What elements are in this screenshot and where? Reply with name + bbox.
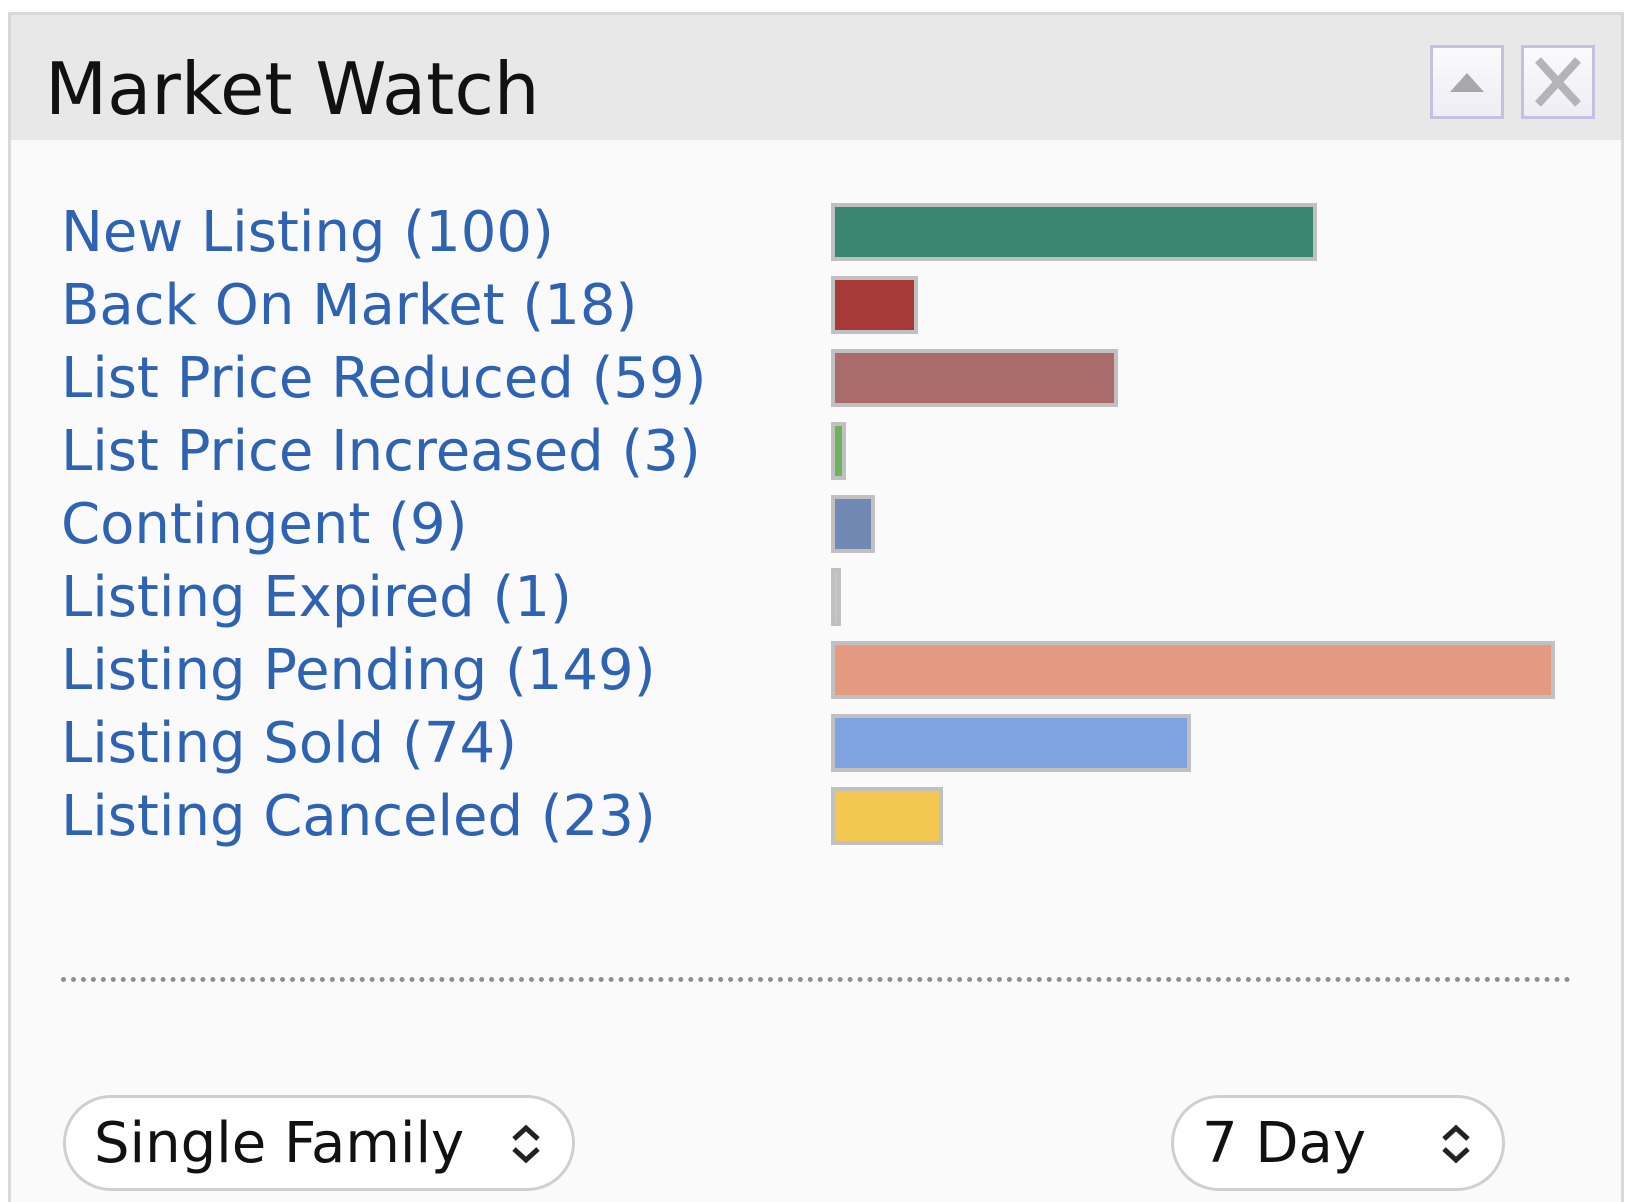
market-watch-row: Listing Expired (1) <box>61 560 1581 636</box>
close-button[interactable] <box>1521 45 1595 119</box>
section-divider <box>61 977 1571 982</box>
close-x-icon <box>1535 57 1581 107</box>
chevron-up-down-icon <box>512 1124 540 1164</box>
bar <box>831 349 1118 407</box>
category-link[interactable]: Listing Canceled (23) <box>61 784 656 849</box>
chevron-up-down-icon <box>1442 1124 1470 1164</box>
category-link[interactable]: Contingent (9) <box>61 492 468 557</box>
category-link[interactable]: New Listing (100) <box>61 200 554 265</box>
period-select[interactable]: 7 Day <box>1171 1095 1505 1191</box>
bar <box>831 203 1317 261</box>
market-watch-row: Contingent (9) <box>61 487 1581 563</box>
bar <box>831 422 846 480</box>
market-watch-row: New Listing (100) <box>61 195 1581 271</box>
widget-title: Market Watch <box>45 47 540 131</box>
category-link[interactable]: Listing Sold (74) <box>61 711 517 776</box>
category-link[interactable]: List Price Increased (3) <box>61 419 701 484</box>
widget-header: Market Watch <box>11 15 1621 140</box>
market-watch-row: Listing Pending (149) <box>61 633 1581 709</box>
bar <box>831 276 918 334</box>
market-watch-row: Back On Market (18) <box>61 268 1581 344</box>
bar <box>831 787 943 845</box>
market-watch-widget: Market Watch New Listing (100) Back On Ma… <box>8 12 1624 1202</box>
bar <box>831 641 1555 699</box>
period-value: 7 Day <box>1202 1111 1367 1176</box>
market-watch-row: Listing Canceled (23) <box>61 779 1581 855</box>
category-link[interactable]: Back On Market (18) <box>61 273 638 338</box>
market-watch-row: List Price Increased (3) <box>61 414 1581 490</box>
market-watch-row: List Price Reduced (59) <box>61 341 1581 417</box>
category-link[interactable]: List Price Reduced (59) <box>61 346 707 411</box>
property-type-value: Single Family <box>94 1111 465 1176</box>
bar <box>831 568 841 626</box>
property-type-select[interactable]: Single Family <box>63 1095 575 1191</box>
collapse-button[interactable] <box>1430 45 1504 119</box>
category-link[interactable]: Listing Pending (149) <box>61 638 656 703</box>
category-link[interactable]: Listing Expired (1) <box>61 565 572 630</box>
bar <box>831 495 875 553</box>
bar <box>831 714 1191 772</box>
market-watch-row: Listing Sold (74) <box>61 706 1581 782</box>
triangle-up-icon <box>1450 73 1484 92</box>
